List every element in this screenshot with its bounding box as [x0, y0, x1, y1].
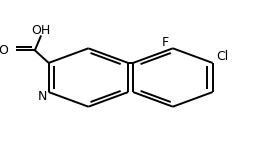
Text: O: O: [0, 44, 9, 57]
Text: OH: OH: [31, 24, 51, 37]
Text: N: N: [38, 90, 47, 103]
Text: Cl: Cl: [216, 50, 228, 63]
Text: F: F: [162, 36, 169, 49]
